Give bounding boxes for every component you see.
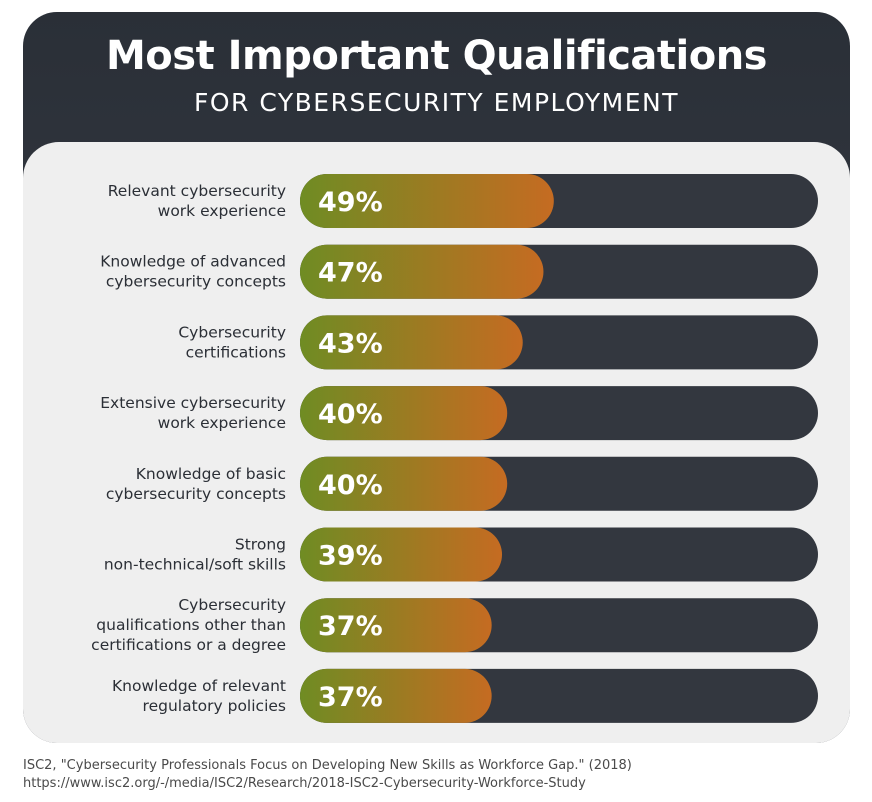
bar: [300, 386, 508, 441]
category-label: Knowledge of basic cybersecurity concepts: [106, 465, 286, 503]
bar-value-label: 39%: [318, 541, 383, 572]
bar: [300, 456, 508, 511]
category-label: Cybersecurity certifications: [178, 323, 286, 361]
bar: [300, 668, 492, 723]
bar-value-label: 40%: [318, 470, 383, 501]
bar: [300, 598, 492, 653]
category-label: Relevant cybersecurity work experience: [108, 182, 286, 220]
bar: [300, 527, 503, 582]
bar: [300, 174, 554, 228]
bar-value-label: 37%: [318, 682, 383, 713]
chart-subtitle: FOR CYBERSECURITY EMPLOYMENT: [193, 88, 680, 117]
bar-chart: 49% Relevant cybersecurity work experience…: [91, 174, 818, 723]
bar-value-label: 47%: [318, 258, 383, 289]
bar-value-label: 43%: [318, 328, 383, 359]
category-label: Extensive cybersecurity work experience: [100, 394, 286, 432]
bar-value-label: 40%: [318, 399, 383, 430]
category-label: Cybersecurity qualifications other than ce…: [91, 596, 286, 654]
source-line-1: ISC2, "Cybersecurity Professionals Focus…: [23, 758, 632, 773]
category-label: Knowledge of relevant regulatory policies: [112, 677, 286, 715]
category-label: Strong non-technical/soft skills: [104, 536, 286, 574]
bar: [300, 244, 544, 299]
bar-value-label: 37%: [318, 611, 383, 642]
category-label: Knowledge of advanced cybersecurity conce…: [100, 253, 286, 291]
source-line-2: https://www.isc2.org/-/media/ISC2/Resear…: [23, 776, 586, 791]
source-citation: ISC2, "Cybersecurity Professionals Focus…: [23, 757, 632, 793]
chart-title: Most Important Qualifications: [106, 33, 768, 79]
bar-value-label: 49%: [318, 187, 383, 218]
bar: [300, 315, 523, 370]
